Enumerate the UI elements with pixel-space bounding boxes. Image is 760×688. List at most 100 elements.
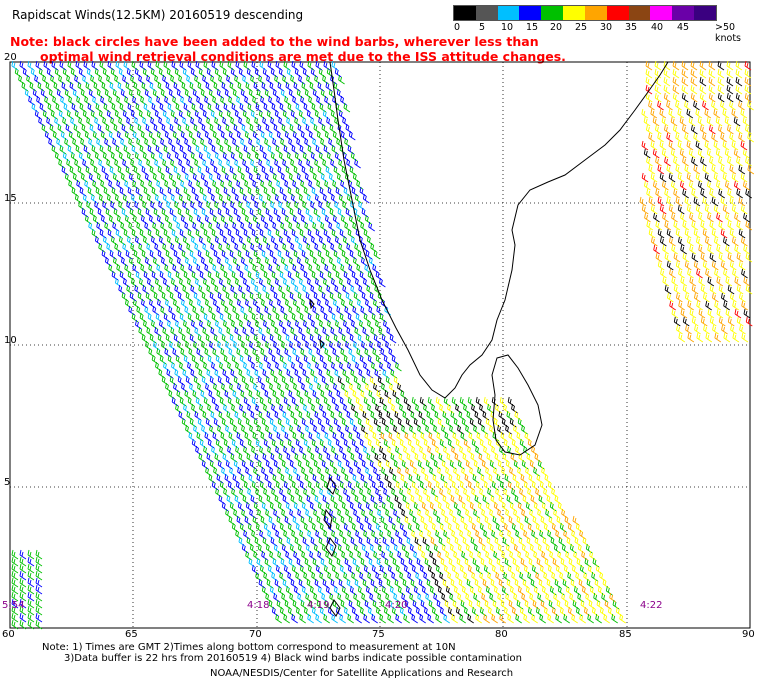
wind-barb [344,557,352,568]
wind-barb [648,100,655,111]
wind-barb [105,123,113,134]
wind-barb [536,557,544,568]
wind-barb [35,549,43,560]
wind-barb [213,382,220,393]
wind-barb [445,501,453,512]
wind-barb [459,613,466,624]
wind-barb [135,319,142,330]
wind-barb [718,220,726,231]
wind-barb [659,236,667,247]
wind-barb [377,375,385,386]
wind-barb [345,207,353,218]
wind-barb [262,452,270,463]
wind-barb [344,221,351,232]
wind-barb [273,459,281,470]
wind-barb [363,529,370,540]
wind-barb [295,354,303,365]
wind-barb [493,417,501,428]
wind-barb [322,109,330,120]
wind-barb [340,263,347,274]
wind-barb [129,123,137,134]
wind-barb [364,214,372,225]
wind-barb [180,179,187,190]
wind-barb [219,312,227,323]
wind-barb [370,242,377,253]
legend-label: 25 [574,22,588,33]
wind-barb [162,109,170,120]
time-label: 5:54 [2,600,25,611]
wind-barb [160,88,168,99]
wind-barb [209,340,216,351]
wind-barb [328,557,336,568]
wind-barb [583,606,591,617]
wind-barb [397,550,404,561]
legend-swatch [563,6,585,20]
wind-barb [252,130,260,141]
wind-barb [76,95,83,106]
wind-barb [259,144,267,155]
time-label: 4:20 [385,600,408,611]
wind-barb [342,200,349,211]
wind-barb [516,431,524,442]
wind-barb [721,324,728,335]
wind-barb [298,242,305,253]
wind-barb [237,249,245,260]
wind-barb [153,207,161,218]
wind-barb [713,172,721,183]
wind-barb [349,333,357,344]
wind-barb [435,480,443,491]
wind-barb [733,116,741,127]
longitude-label: 70 [249,629,262,640]
wind-barb [284,95,291,106]
wind-barb [263,354,271,365]
wind-barb [322,578,330,589]
wind-barb [326,151,334,162]
wind-barb [295,403,302,414]
wind-barb [722,172,730,183]
wind-barb [316,179,323,190]
wind-barb [392,473,400,484]
wind-barb [214,151,222,162]
wind-barb [346,326,354,337]
wind-barb [541,550,548,561]
wind-barb [160,221,167,232]
wind-barb [202,242,209,253]
wind-barb [265,459,273,470]
wind-barb [654,92,662,103]
wind-barb [221,466,228,477]
wind-barb [369,340,376,351]
wind-barb [520,473,528,484]
wind-barb [338,193,346,204]
wind-barb [381,550,388,561]
wind-barb [373,382,380,393]
wind-barb [379,480,387,491]
wind-barb [221,165,229,176]
wind-barb [293,501,301,512]
wind-barb [267,480,275,491]
wind-barb [303,606,311,617]
wind-barb [35,584,43,595]
wind-barb [95,186,103,197]
wind-barb [110,200,117,211]
wind-barb [307,613,314,624]
wind-barb [391,354,399,365]
wind-barb [139,60,147,71]
wind-barb [61,81,69,92]
wind-barb [458,578,466,589]
wind-barb [281,123,289,134]
wind-barb [497,459,505,470]
wind-barb [189,382,196,393]
wind-barb [128,221,135,232]
wind-barb [138,158,145,169]
wind-barb [243,529,250,540]
wind-barb [358,368,366,379]
wind-barb [527,487,534,498]
wind-barb [42,109,50,120]
wind-barb [287,319,294,330]
wind-barb [275,312,283,323]
wind-barb [317,501,325,512]
wind-barb [269,249,277,260]
wind-barb [368,305,376,316]
wind-barb [299,480,307,491]
wind-barb [332,263,339,274]
